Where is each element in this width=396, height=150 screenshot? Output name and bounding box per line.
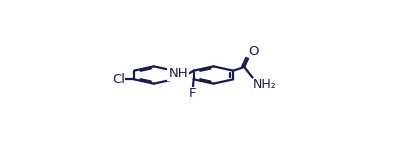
Text: Cl: Cl [112,73,126,86]
Text: NH: NH [168,67,188,80]
Text: NH₂: NH₂ [253,78,276,91]
Text: O: O [249,45,259,58]
Text: F: F [189,87,197,100]
